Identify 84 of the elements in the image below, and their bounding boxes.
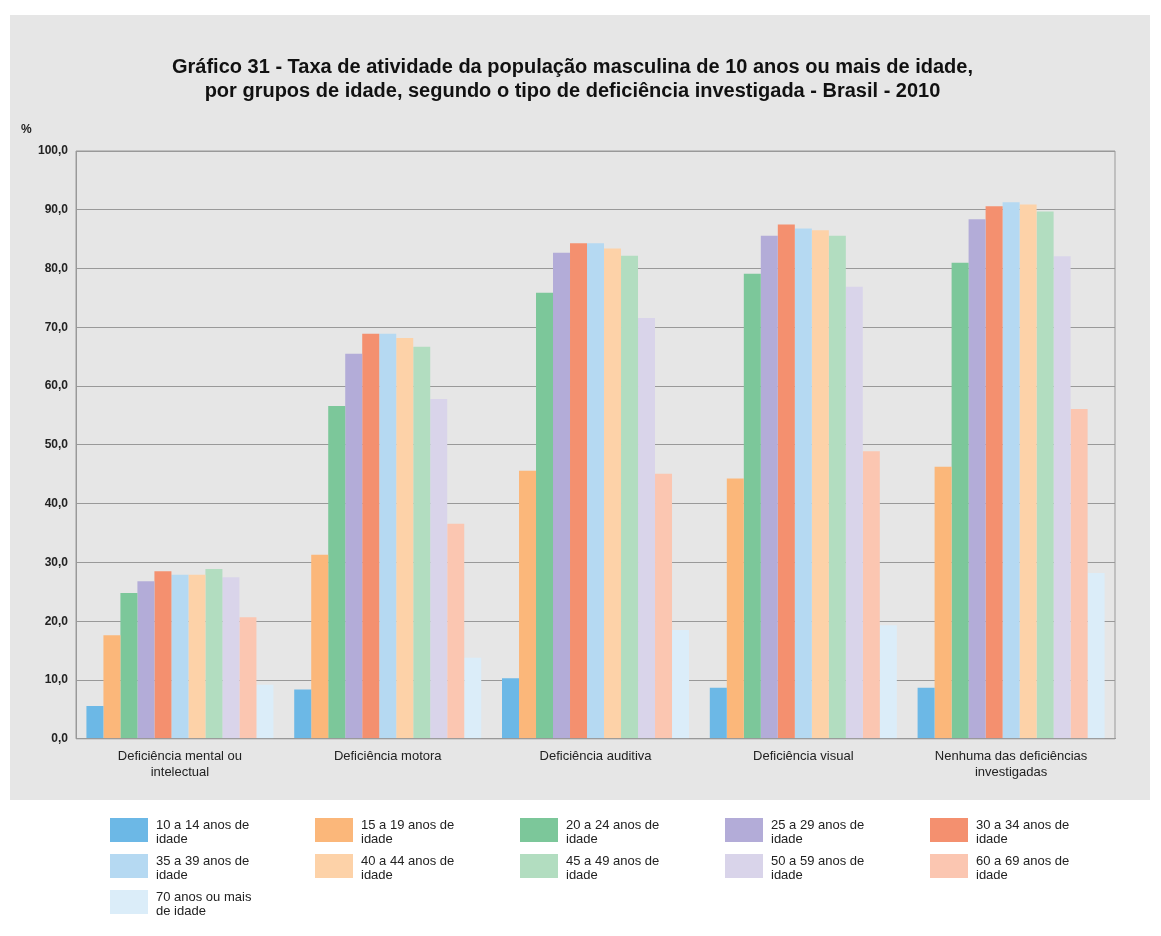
bar	[413, 346, 431, 739]
bar	[655, 473, 673, 739]
legend-label: 40 a 44 anos de idade	[361, 853, 456, 882]
x-tick-label: Deficiência mental ou intelectual	[117, 748, 243, 779]
bar	[379, 333, 397, 739]
legend-label: 60 a 69 anos de idade	[976, 853, 1071, 882]
bar	[396, 337, 414, 739]
bar	[1070, 409, 1088, 739]
bar	[536, 292, 554, 739]
bar	[570, 243, 588, 739]
bar	[519, 470, 537, 739]
x-tick-label: Deficiência motora	[333, 748, 443, 764]
y-tick-label: 100,0	[38, 143, 69, 158]
legend-label: 20 a 24 anos de idade	[566, 817, 661, 846]
bar	[154, 571, 172, 739]
bar	[86, 705, 104, 739]
bar	[345, 353, 363, 739]
bar	[328, 406, 346, 739]
bar	[171, 574, 189, 739]
bar	[553, 252, 571, 739]
bar	[760, 235, 778, 739]
bar	[638, 317, 656, 739]
x-tick-label: Deficiência visual	[753, 748, 854, 764]
bar	[845, 286, 863, 739]
y-tick-label: 20,0	[44, 613, 69, 628]
bar	[743, 273, 761, 739]
bar	[917, 687, 935, 739]
bar	[430, 399, 448, 739]
bar	[464, 657, 482, 739]
bar	[1019, 204, 1037, 739]
x-tick-label: Nenhuma das deficiências investigadas	[934, 748, 1088, 779]
bar	[294, 689, 312, 739]
y-tick-label: 30,0	[44, 554, 69, 569]
bar	[311, 554, 329, 739]
bar	[879, 625, 897, 739]
bar	[968, 219, 986, 739]
legend-label: 15 a 19 anos de idade	[361, 817, 456, 846]
bar	[120, 593, 138, 739]
bar	[188, 574, 206, 739]
bar	[137, 581, 155, 739]
bar	[709, 687, 727, 739]
legend-label: 35 a 39 anos de idade	[156, 853, 251, 882]
legend-label: 70 anos ou mais de idade	[156, 889, 253, 918]
chart-title: Gráfico 31 - Taxa de atividade da população masculina de 10 anos ou mais de idade, por grupos de idade, segundo o tipo de deficiência investigada - Brasil - 2010	[171, 54, 974, 101]
y-tick-label: 50,0	[44, 437, 69, 452]
legend-label: 25 a 29 anos de idade	[771, 817, 866, 846]
bar	[362, 333, 380, 739]
bar	[1002, 202, 1020, 739]
y-tick-label: 0,0	[51, 731, 69, 746]
bar	[621, 255, 639, 739]
bar	[502, 678, 520, 739]
bar	[1053, 256, 1071, 739]
bar	[205, 568, 223, 739]
y-tick-label: 70,0	[44, 319, 69, 334]
y-tick-label: 90,0	[44, 202, 69, 217]
bar	[1087, 573, 1105, 739]
bar	[726, 478, 744, 739]
bar	[447, 523, 465, 739]
bar	[103, 635, 121, 739]
legend-label: 50 a 59 anos de idade	[771, 853, 866, 882]
bar	[604, 248, 622, 739]
bar	[934, 466, 952, 739]
bar	[862, 451, 880, 739]
y-axis-title: %	[21, 122, 33, 136]
bar	[587, 243, 605, 739]
legend-label: 45 a 49 anos de idade	[566, 853, 661, 882]
bar	[985, 206, 1003, 739]
bar	[239, 617, 257, 739]
bar	[811, 230, 829, 739]
y-tick-label: 80,0	[44, 260, 69, 275]
bar	[222, 577, 240, 739]
legend-label: 30 a 34 anos de idade	[976, 817, 1071, 846]
bar	[256, 684, 274, 739]
y-tick-label: 40,0	[44, 495, 69, 510]
bar	[1036, 211, 1054, 739]
legend-label: 10 a 14 anos de idade	[156, 817, 251, 846]
bar	[828, 235, 846, 739]
bar	[951, 262, 969, 739]
bar	[794, 228, 812, 739]
y-tick-label: 10,0	[44, 672, 69, 687]
bar	[777, 224, 795, 739]
x-tick-label: Deficiência auditiva	[539, 748, 653, 764]
bar	[672, 630, 690, 739]
y-tick-label: 60,0	[44, 378, 69, 393]
